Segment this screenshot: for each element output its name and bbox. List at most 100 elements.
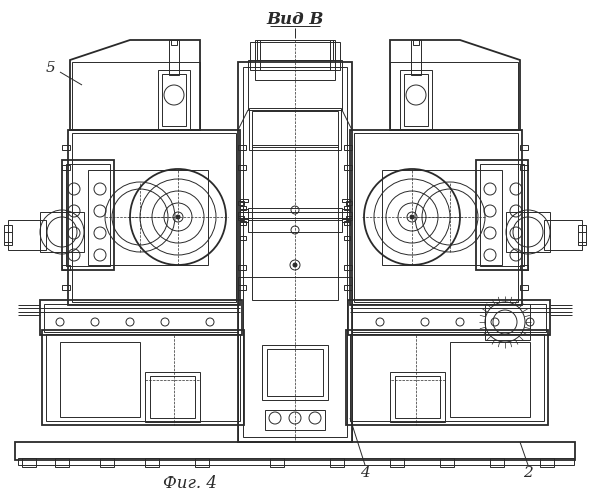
Bar bbox=[145, 372, 200, 422]
Bar bbox=[344, 206, 350, 210]
Bar bbox=[243, 67, 347, 437]
Bar bbox=[55, 458, 69, 467]
Bar bbox=[413, 40, 419, 45]
Bar bbox=[238, 165, 246, 170]
Bar bbox=[344, 236, 350, 240]
Bar bbox=[171, 40, 177, 45]
Bar bbox=[257, 40, 333, 60]
Bar bbox=[354, 133, 518, 302]
Bar bbox=[62, 160, 114, 270]
Bar bbox=[240, 209, 248, 212]
Bar bbox=[348, 300, 550, 335]
Bar bbox=[238, 265, 246, 270]
Bar bbox=[44, 304, 238, 332]
Bar bbox=[352, 304, 546, 332]
Bar bbox=[88, 170, 208, 265]
Bar bbox=[520, 165, 528, 170]
Bar bbox=[8, 220, 46, 250]
Bar bbox=[267, 349, 323, 396]
Bar bbox=[240, 236, 246, 240]
Bar bbox=[270, 458, 284, 467]
Bar bbox=[238, 277, 352, 442]
Bar bbox=[238, 212, 352, 218]
Bar bbox=[346, 330, 548, 425]
Bar bbox=[62, 145, 70, 150]
Circle shape bbox=[410, 215, 414, 219]
Bar bbox=[238, 216, 244, 220]
Bar bbox=[520, 145, 528, 150]
Bar bbox=[240, 221, 246, 225]
Bar bbox=[40, 300, 242, 335]
Bar bbox=[40, 212, 84, 252]
Bar bbox=[540, 458, 554, 467]
Circle shape bbox=[293, 263, 297, 267]
Bar bbox=[450, 342, 530, 417]
Bar bbox=[248, 60, 342, 110]
Bar bbox=[158, 70, 190, 130]
Bar bbox=[344, 221, 350, 225]
Bar bbox=[62, 265, 70, 270]
Bar bbox=[342, 199, 350, 202]
Bar bbox=[344, 265, 352, 270]
Text: 5: 5 bbox=[46, 61, 56, 75]
Bar bbox=[342, 209, 350, 212]
Bar bbox=[344, 165, 352, 170]
Text: 2: 2 bbox=[523, 466, 533, 480]
Bar bbox=[411, 40, 421, 75]
Bar bbox=[238, 62, 352, 442]
Bar bbox=[240, 199, 248, 202]
Bar bbox=[240, 219, 248, 222]
Bar bbox=[195, 458, 209, 467]
Bar bbox=[262, 345, 328, 400]
Bar bbox=[346, 216, 352, 220]
Bar bbox=[330, 458, 344, 467]
Bar bbox=[485, 304, 530, 340]
Bar bbox=[100, 458, 114, 467]
Bar bbox=[15, 442, 575, 460]
Bar bbox=[42, 330, 244, 425]
Bar bbox=[255, 40, 335, 80]
Circle shape bbox=[176, 215, 180, 219]
Bar bbox=[350, 130, 522, 305]
Bar bbox=[150, 376, 195, 418]
Bar bbox=[520, 285, 528, 290]
Bar bbox=[344, 285, 352, 290]
Bar bbox=[238, 285, 246, 290]
Bar bbox=[240, 206, 246, 210]
Bar bbox=[66, 164, 110, 266]
Bar bbox=[145, 458, 159, 467]
Bar bbox=[520, 265, 528, 270]
Bar bbox=[395, 376, 440, 418]
Bar bbox=[390, 62, 518, 130]
Bar bbox=[476, 160, 528, 270]
Bar bbox=[265, 410, 325, 430]
Bar bbox=[578, 225, 586, 245]
Bar bbox=[238, 201, 244, 205]
Bar bbox=[60, 342, 140, 417]
Bar bbox=[506, 212, 550, 252]
Bar bbox=[440, 458, 454, 467]
Bar bbox=[22, 458, 36, 467]
Bar bbox=[169, 40, 179, 75]
Bar bbox=[248, 218, 342, 232]
Bar bbox=[249, 108, 341, 150]
Bar bbox=[252, 111, 338, 147]
Bar bbox=[490, 458, 504, 467]
Bar bbox=[18, 458, 574, 465]
Bar bbox=[382, 170, 502, 265]
Bar bbox=[72, 133, 236, 302]
Bar bbox=[390, 458, 404, 467]
Text: Фиг. 4: Фиг. 4 bbox=[163, 476, 217, 492]
Bar bbox=[346, 201, 352, 205]
Bar bbox=[238, 145, 246, 150]
Text: Вид В: Вид В bbox=[266, 12, 324, 28]
Bar bbox=[404, 74, 428, 126]
Bar bbox=[72, 62, 200, 130]
Bar bbox=[4, 225, 12, 245]
Bar bbox=[480, 164, 524, 266]
Text: 4: 4 bbox=[360, 466, 370, 480]
Bar bbox=[350, 334, 544, 421]
Bar bbox=[62, 285, 70, 290]
Bar bbox=[248, 208, 342, 220]
Bar bbox=[62, 165, 70, 170]
